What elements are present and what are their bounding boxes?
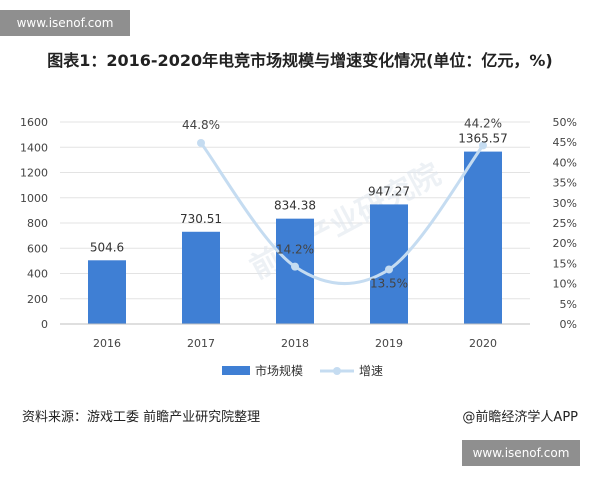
- right-tick-label: 35%: [553, 177, 577, 190]
- right-tick-label: 40%: [553, 156, 577, 169]
- chart-watermark-text: 前瞻产业研究院: [245, 157, 447, 286]
- x-tick-label: 2018: [281, 337, 309, 350]
- bar-value-label: 730.51: [180, 212, 222, 226]
- growth-point: [385, 265, 393, 274]
- growth-point: [479, 141, 487, 150]
- legend: 市场规模 增速: [222, 363, 383, 378]
- left-tick-label: 1400: [20, 141, 48, 154]
- line-series: [197, 139, 487, 286]
- x-tick-label: 2019: [375, 337, 403, 350]
- watermark-bottom: www.isenof.com: [462, 440, 580, 466]
- right-tick-label: 45%: [553, 136, 577, 149]
- left-tick-label: 1600: [20, 116, 48, 129]
- left-tick-label: 600: [27, 242, 48, 255]
- bar: [464, 151, 502, 324]
- chart-watermark: 前瞻产业研究院: [245, 157, 447, 286]
- left-tick-label: 200: [27, 293, 48, 306]
- legend-swatch-marker: [333, 367, 341, 375]
- left-axis: 0 200 400 600 800 1000 1200 1400 1600: [20, 116, 48, 331]
- watermark-top: www.isenof.com: [0, 10, 130, 36]
- x-tick-label: 2020: [469, 337, 497, 350]
- bar-value-label: 947.27: [368, 184, 410, 198]
- bar: [182, 231, 220, 324]
- right-tick-label: 5%: [560, 298, 577, 311]
- left-tick-label: 0: [41, 318, 48, 331]
- growth-value-label: 14.2%: [276, 243, 314, 257]
- growth-point: [197, 139, 205, 148]
- right-axis: 0% 5% 10% 15% 20% 25% 30% 35% 40% 45% 50%: [553, 116, 577, 331]
- right-tick-label: 15%: [553, 257, 577, 270]
- legend-label-bar: 市场规模: [255, 363, 303, 378]
- source-note: 资料来源：游戏工委 前瞻产业研究院整理: [22, 410, 261, 425]
- right-tick-label: 30%: [553, 197, 577, 210]
- bar-value-label: 834.38: [274, 199, 316, 213]
- growth-point: [291, 262, 299, 271]
- bar-value-label: 504.6: [90, 240, 124, 254]
- legend-label-line: 增速: [359, 364, 383, 378]
- right-tick-label: 20%: [553, 237, 577, 250]
- bar: [370, 204, 408, 324]
- left-tick-label: 400: [27, 268, 48, 281]
- legend-swatch-bar: [222, 366, 250, 375]
- x-axis: 2016 2017 2018 2019 2020: [60, 323, 530, 350]
- right-tick-label: 25%: [553, 217, 577, 230]
- bar-value-label: 1365.57: [458, 132, 508, 146]
- bar: [276, 218, 314, 324]
- right-tick-label: 10%: [553, 278, 577, 291]
- growth-line: [199, 142, 485, 286]
- right-tick-label: 0%: [560, 318, 577, 331]
- left-tick-label: 1200: [20, 167, 48, 180]
- bar: [88, 260, 126, 324]
- left-tick-label: 1000: [20, 192, 48, 205]
- credit-note: @前瞻经济学人APP: [462, 410, 578, 425]
- chart-title: 图表1：2016-2020年电竞市场规模与增速变化情况(单位：亿元，%): [47, 51, 553, 70]
- growth-value-label: 44.2%: [464, 116, 502, 130]
- x-tick-label: 2017: [187, 337, 215, 350]
- x-tick-label: 2016: [93, 337, 121, 350]
- left-tick-label: 800: [27, 217, 48, 230]
- bar-series: [88, 151, 502, 324]
- growth-value-label: 13.5%: [370, 276, 408, 290]
- data-labels: 504.6 730.51 834.38 947.27 1365.57 44.8% 14.2%…: [90, 116, 508, 290]
- right-tick-label: 50%: [553, 116, 577, 129]
- growth-value-label: 44.8%: [182, 118, 220, 132]
